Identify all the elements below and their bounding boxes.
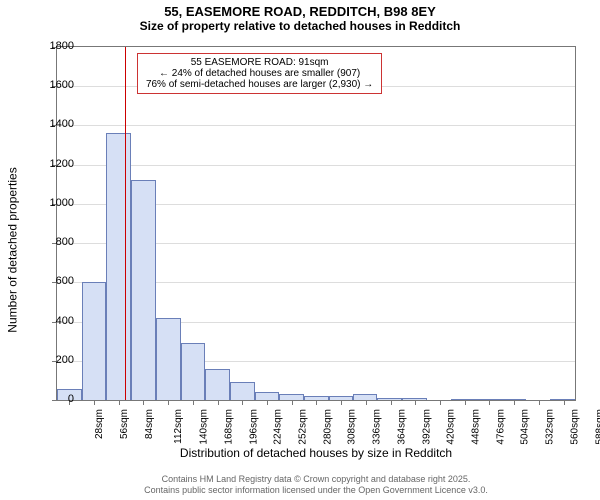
- y-tick-label: 1200: [38, 158, 74, 170]
- x-tick-label: 504sqm: [520, 409, 531, 445]
- x-tick-label: 28sqm: [94, 409, 105, 439]
- plot-area: 55 EASEMORE ROAD: 91sqm← 24% of detached…: [56, 46, 576, 401]
- x-tick-mark: [366, 400, 367, 405]
- x-tick-mark: [193, 400, 194, 405]
- x-tick-label: 532sqm: [545, 409, 556, 445]
- y-tick-label: 200: [38, 354, 74, 366]
- annotation-line2: ← 24% of detached houses are smaller (90…: [146, 68, 373, 79]
- y-axis-label: Number of detached properties: [4, 0, 22, 500]
- x-tick-label: 168sqm: [223, 409, 234, 445]
- x-tick-mark: [94, 400, 95, 405]
- x-tick-label: 392sqm: [421, 409, 432, 445]
- marker-line: [125, 47, 127, 400]
- y-tick-label: 1600: [38, 79, 74, 91]
- x-tick-label: 336sqm: [372, 409, 383, 445]
- x-tick-mark: [316, 400, 317, 405]
- x-tick-label: 560sqm: [569, 409, 580, 445]
- x-tick-mark: [415, 400, 416, 405]
- y-tick-label: 1800: [38, 40, 74, 52]
- y-tick-label: 400: [38, 315, 74, 327]
- y-tick-label: 1000: [38, 197, 74, 209]
- chart-container: 55, EASEMORE ROAD, REDDITCH, B98 8EY Siz…: [0, 0, 600, 500]
- x-tick-label: 448sqm: [471, 409, 482, 445]
- x-tick-label: 280sqm: [322, 409, 333, 445]
- histogram-bar: [255, 392, 280, 400]
- x-tick-mark: [168, 400, 169, 405]
- x-tick-mark: [267, 400, 268, 405]
- x-tick-mark: [218, 400, 219, 405]
- x-tick-label: 112sqm: [173, 409, 184, 444]
- x-tick-mark: [489, 400, 490, 405]
- x-tick-label: 308sqm: [347, 409, 358, 445]
- x-tick-mark: [242, 400, 243, 405]
- histogram-bar: [82, 282, 107, 400]
- chart-title-line2: Size of property relative to detached ho…: [0, 19, 600, 39]
- x-tick-label: 252sqm: [298, 409, 309, 445]
- histogram-bar: [131, 180, 156, 400]
- x-tick-mark: [341, 400, 342, 405]
- x-tick-label: 84sqm: [144, 409, 155, 439]
- x-axis-label: Distribution of detached houses by size …: [56, 446, 576, 460]
- y-tick-label: 600: [38, 275, 74, 287]
- x-tick-mark: [391, 400, 392, 405]
- chart-title-line1: 55, EASEMORE ROAD, REDDITCH, B98 8EY: [0, 0, 600, 19]
- annotation-line1: 55 EASEMORE ROAD: 91sqm: [146, 57, 373, 68]
- x-tick-label: 196sqm: [248, 409, 259, 445]
- x-tick-label: 364sqm: [396, 409, 407, 445]
- x-tick-mark: [119, 400, 120, 405]
- x-tick-label: 476sqm: [495, 409, 506, 445]
- gridline: [57, 165, 575, 166]
- x-tick-label: 224sqm: [273, 409, 284, 445]
- annotation-box: 55 EASEMORE ROAD: 91sqm← 24% of detached…: [137, 53, 382, 94]
- x-tick-mark: [539, 400, 540, 405]
- x-tick-mark: [143, 400, 144, 405]
- gridline: [57, 125, 575, 126]
- x-tick-label: 56sqm: [119, 409, 130, 439]
- x-tick-label: 588sqm: [594, 409, 600, 445]
- x-tick-mark: [564, 400, 565, 405]
- histogram-bar: [181, 343, 206, 400]
- y-tick-label: 1400: [38, 118, 74, 130]
- x-tick-mark: [514, 400, 515, 405]
- histogram-bar: [156, 318, 181, 400]
- y-tick-label: 0: [38, 393, 74, 405]
- y-axis-label-text: Number of detached properties: [6, 167, 20, 332]
- y-tick-label: 800: [38, 236, 74, 248]
- footer-line1: Contains HM Land Registry data © Crown c…: [162, 474, 471, 484]
- x-tick-label: 140sqm: [199, 409, 210, 445]
- x-tick-mark: [465, 400, 466, 405]
- histogram-bar: [205, 369, 230, 400]
- annotation-line3: 76% of semi-detached houses are larger (…: [146, 79, 373, 90]
- x-tick-mark: [292, 400, 293, 405]
- attribution-footer: Contains HM Land Registry data © Crown c…: [56, 474, 576, 496]
- histogram-bar: [230, 382, 255, 400]
- x-tick-label: 420sqm: [446, 409, 457, 445]
- footer-line2: Contains public sector information licen…: [144, 485, 488, 495]
- x-tick-mark: [440, 400, 441, 405]
- histogram-bar: [106, 133, 131, 400]
